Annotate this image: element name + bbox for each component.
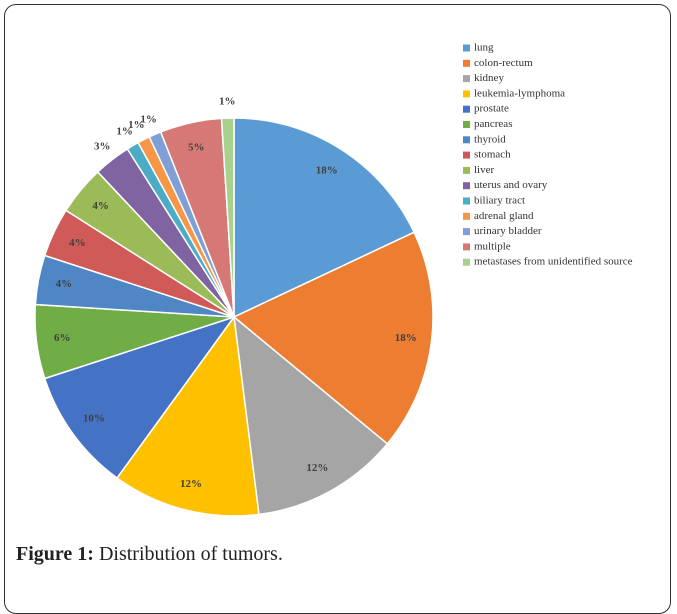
legend-label: lung	[474, 42, 494, 54]
data-label: 5%	[188, 142, 205, 154]
data-label: 4%	[69, 237, 86, 249]
legend-label: liver	[474, 164, 494, 176]
legend-marker	[463, 90, 470, 98]
caption-text: Distribution of tumors.	[98, 543, 283, 565]
legend-marker	[463, 258, 470, 266]
data-label: 1%	[116, 126, 133, 138]
pie-slice	[43, 315, 236, 480]
legend-label: metastases from unidentified source	[474, 256, 633, 268]
data-label: 18%	[316, 164, 338, 176]
legend-marker	[463, 59, 470, 67]
legend-label: urinary bladder	[474, 225, 542, 237]
legend-marker	[463, 182, 470, 190]
pie-slice	[115, 315, 260, 517]
legend-label: biliary tract	[474, 195, 525, 207]
legend-marker	[463, 197, 470, 205]
legend-label: leukemia-lymphoma	[474, 87, 565, 99]
data-label: 10%	[83, 412, 105, 424]
data-label: 1%	[219, 96, 236, 108]
legend-label: adrenal gland	[474, 210, 534, 222]
legend-label: uterus and ovary	[474, 179, 548, 191]
legend-label: colon-rectum	[474, 57, 533, 69]
data-label: 1%	[128, 119, 145, 131]
legend-marker	[463, 75, 470, 83]
legend-label: prostate	[474, 103, 509, 115]
data-label: 6%	[54, 332, 71, 344]
pie-slice	[220, 117, 235, 318]
data-label: 4%	[56, 278, 73, 290]
data-label: 12%	[306, 462, 328, 474]
legend-label: stomach	[474, 149, 511, 161]
pie-slice	[232, 231, 434, 445]
legend-label: multiple	[474, 240, 511, 252]
legend-marker	[463, 228, 470, 236]
data-label: 1%	[140, 113, 157, 125]
legend-marker	[463, 136, 470, 144]
pie-slice	[233, 117, 416, 319]
caption: Figure 1: Distribution of tumors.	[16, 543, 283, 566]
legend-marker	[463, 166, 470, 174]
pie-slice	[233, 315, 389, 516]
legend-marker	[463, 151, 470, 159]
legend-marker	[463, 212, 470, 220]
data-label: 12%	[180, 478, 202, 490]
legend-label: thyroid	[474, 133, 506, 145]
legend-label: pancreas	[474, 118, 512, 130]
data-label: 3%	[94, 141, 111, 153]
legend-marker	[463, 121, 470, 128]
data-label: 18%	[395, 332, 417, 344]
caption-label: Figure 1:	[16, 543, 94, 565]
data-label: 4%	[92, 200, 109, 212]
legend-marker	[463, 243, 470, 251]
legend-marker	[463, 44, 470, 52]
legend-marker	[463, 105, 470, 113]
legend-label: kidney	[474, 72, 504, 84]
